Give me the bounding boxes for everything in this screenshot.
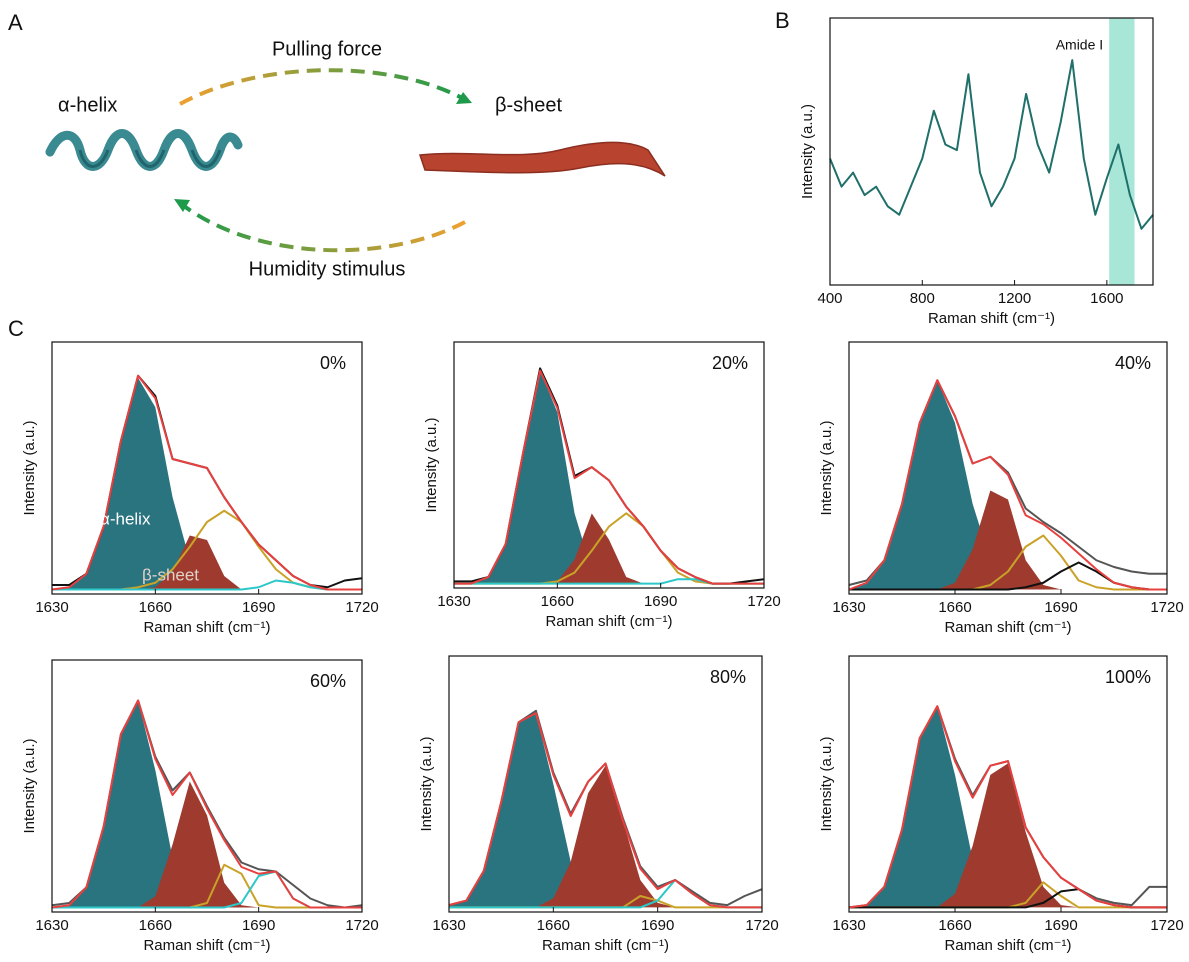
- area: [52, 535, 362, 590]
- arrow-label: Pulling force: [272, 38, 382, 60]
- arrow-head: [174, 199, 190, 212]
- y-axis-label: Intensity (a.u.): [418, 736, 435, 831]
- x-tick-label: 1690: [242, 917, 275, 934]
- line: [51, 699, 362, 909]
- x-tick-label: 1630: [35, 599, 68, 616]
- sheet: [418, 141, 666, 177]
- area: [849, 763, 1167, 908]
- panel-label: B: [775, 8, 790, 33]
- panel-label: A: [8, 10, 23, 35]
- plot-frame: [51, 659, 363, 913]
- arrow: [182, 204, 466, 253]
- x-axis-label: Raman shift (cm⁻¹): [542, 937, 669, 954]
- plot-frame: [448, 655, 763, 913]
- x-tick-label: 1690: [641, 917, 674, 934]
- panel-tag: 60%: [310, 671, 346, 691]
- line: [829, 59, 1154, 230]
- x-tick-label: 800: [910, 290, 935, 307]
- x-tick-label: 1600: [1090, 290, 1123, 307]
- area: [52, 378, 362, 590]
- y-axis-label: Intensity (a.u.): [799, 104, 816, 199]
- x-tick-label: 1690: [1044, 599, 1077, 616]
- helix-shade: [78, 149, 222, 168]
- x-tick-label: 1660: [938, 917, 971, 934]
- panel-tag: 0%: [320, 353, 346, 373]
- panel-tag: 40%: [1115, 353, 1151, 373]
- helix-label: α-helix: [58, 94, 117, 116]
- panel-tag: 100%: [1105, 667, 1151, 687]
- area: [52, 781, 362, 908]
- x-tick-label: 1660: [537, 917, 570, 934]
- area: [849, 490, 1167, 590]
- x-tick-label: 1630: [35, 917, 68, 934]
- area: [449, 713, 762, 908]
- x-tick-label: 1660: [139, 599, 172, 616]
- y-axis-label: Intensity (a.u.): [21, 420, 38, 515]
- x-tick-label: 1660: [938, 599, 971, 616]
- area: [52, 700, 362, 908]
- x-tick-label: 1720: [747, 593, 780, 610]
- area: [849, 380, 1167, 590]
- x-tick-label: 400: [817, 290, 842, 307]
- plot-frame: [848, 341, 1168, 595]
- line: [848, 379, 1167, 591]
- area: [454, 513, 764, 584]
- annotation: α-helix: [100, 509, 151, 528]
- area: [849, 706, 1167, 908]
- x-tick-label: 1690: [242, 599, 275, 616]
- x-axis-label: Raman shift (cm⁻¹): [545, 613, 672, 630]
- line: [51, 374, 362, 591]
- plot-frame: [848, 655, 1168, 913]
- plot-frame: [829, 17, 1154, 286]
- x-tick-label: 1630: [832, 599, 865, 616]
- y-axis-label: Intensity (a.u.): [818, 736, 835, 831]
- y-axis-label: Intensity (a.u.): [423, 417, 440, 512]
- highlight-label: Amide I: [1056, 37, 1103, 53]
- x-tick-label: 1660: [541, 593, 574, 610]
- x-tick-label: 1690: [644, 593, 677, 610]
- arrow-label: Humidity stimulus: [249, 258, 406, 280]
- helix: [45, 129, 243, 171]
- x-axis-label: Raman shift (cm⁻¹): [143, 937, 270, 954]
- x-tick-label: 1630: [832, 917, 865, 934]
- sheet-label: β-sheet: [495, 94, 563, 116]
- panel-tag: 20%: [712, 353, 748, 373]
- line: [448, 712, 762, 909]
- x-tick-label: 1720: [345, 599, 378, 616]
- x-tick-label: 1660: [139, 917, 172, 934]
- x-axis-label: Raman shift (cm⁻¹): [944, 619, 1071, 636]
- y-axis-label: Intensity (a.u.): [21, 738, 38, 833]
- area: [449, 765, 762, 908]
- x-tick-label: 1720: [1150, 917, 1183, 934]
- area: [454, 370, 764, 584]
- x-tick-label: 1200: [998, 290, 1031, 307]
- line: [848, 705, 1167, 909]
- annotation: β-sheet: [142, 565, 199, 584]
- arrow: [179, 68, 463, 106]
- panel-label: C: [8, 316, 24, 341]
- panel-tag: 80%: [710, 667, 746, 687]
- x-tick-label: 1720: [745, 917, 778, 934]
- x-tick-label: 1630: [432, 917, 465, 934]
- y-axis-label: Intensity (a.u.): [818, 420, 835, 515]
- x-tick-label: 1720: [345, 917, 378, 934]
- line: [52, 579, 362, 591]
- arrow-head: [456, 92, 472, 104]
- diagram: α-helix β-sheet Pulling force Humidity s…: [45, 38, 666, 280]
- x-tick-label: 1630: [437, 593, 470, 610]
- line: [454, 369, 764, 585]
- plot-frame: [51, 341, 363, 595]
- highlight-band: [1109, 18, 1135, 285]
- plot-frame: [453, 341, 765, 589]
- x-axis-label: Raman shift (cm⁻¹): [944, 937, 1071, 954]
- x-tick-label: 1720: [1150, 599, 1183, 616]
- x-axis-label: Raman shift (cm⁻¹): [143, 619, 270, 636]
- x-tick-label: 1690: [1044, 917, 1077, 934]
- x-axis-label: Raman shift (cm⁻¹): [928, 310, 1055, 327]
